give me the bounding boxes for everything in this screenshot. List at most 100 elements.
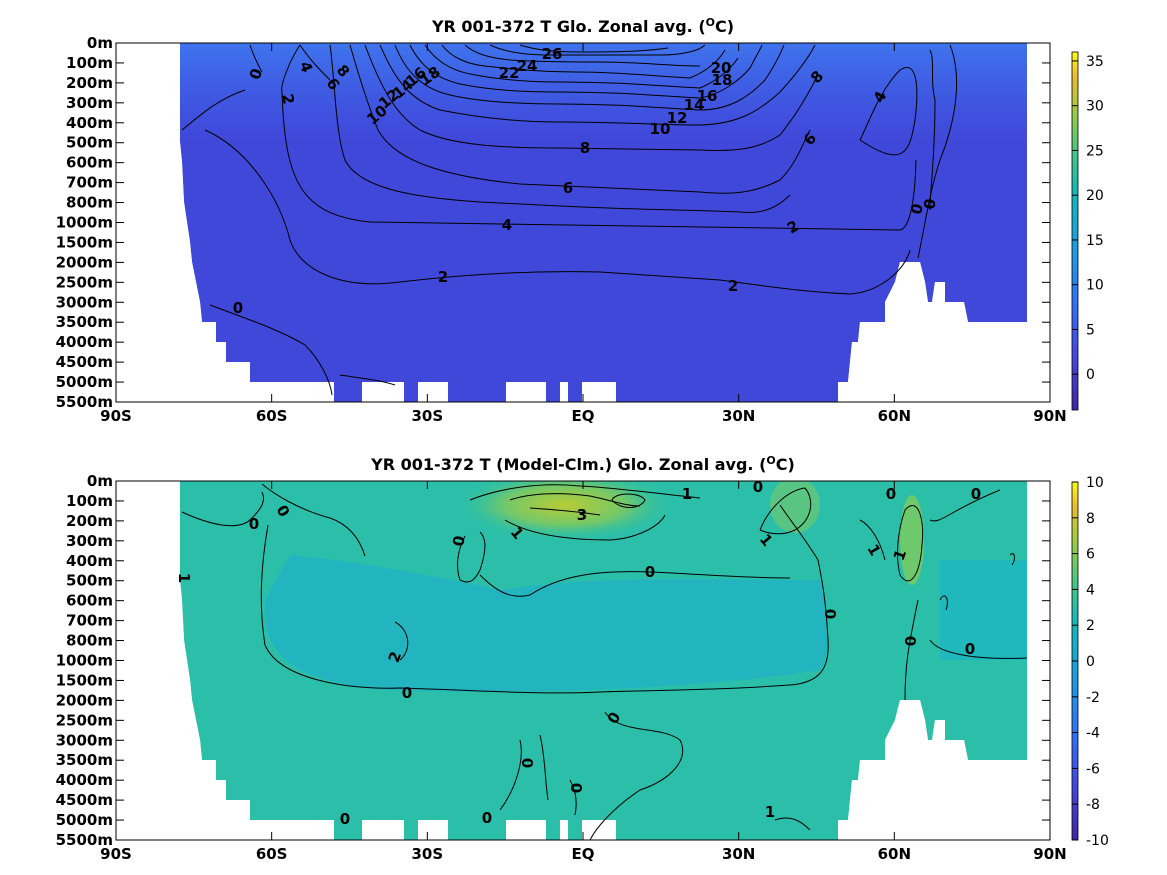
x-tick-label: 90N: [1033, 407, 1066, 425]
contour-label: 14: [684, 96, 705, 114]
top-contour-line: [281, 44, 917, 231]
x-tick-label: 60N: [878, 407, 911, 425]
colorbar-tick-label: 15: [1086, 233, 1104, 249]
top-panel: YR 001-372 T Glo. Zonal avg. (OC): [56, 16, 1104, 425]
top-contour-line: [859, 67, 918, 156]
x-tick-label: 90S: [100, 407, 132, 425]
bottom-contour-line: [469, 484, 701, 501]
bottom-contour-line: [457, 531, 486, 583]
y-tick-label: 600m: [66, 154, 113, 172]
top-ridge-mask-2: [418, 382, 448, 402]
bottom-x-axis: 90S 60S 30S EQ 30N 60N 90N: [100, 481, 1067, 863]
bottom-contour-line: [897, 504, 924, 582]
bottom-antarctica-mask: [116, 481, 334, 840]
bottom-contour-line: [859, 519, 886, 561]
contour-label: 0: [965, 640, 975, 658]
y-tick-label: 700m: [66, 612, 113, 630]
bottom-contour-line: [904, 599, 919, 701]
x-tick-label: 60S: [256, 845, 288, 863]
contour-label: 2: [438, 268, 448, 286]
bottom-contour-line: [611, 493, 646, 508]
contour-label: 10: [650, 120, 671, 138]
bottom-field: [116, 481, 1050, 840]
top-field: [116, 43, 1050, 402]
top-ridge-mask-1: [362, 382, 404, 402]
y-tick-label: 1500m: [56, 671, 113, 689]
colorbar-tick-label: -10: [1086, 833, 1109, 849]
y-tick-label: 0m: [87, 472, 113, 490]
contour-label: 4: [502, 216, 512, 234]
y-tick-label: 2500m: [56, 711, 113, 729]
contour-label: 24: [517, 57, 538, 75]
contour-label: 0: [482, 809, 492, 827]
bottom-ridge-mask-3: [506, 820, 546, 840]
x-tick-label: 30S: [411, 845, 443, 863]
bottom-panel: YR 001-372 T (Model-Clm.) Glo. Zonal avg…: [56, 454, 1109, 863]
y-tick-label: 1500m: [56, 233, 113, 251]
y-tick-label: 5000m: [56, 811, 113, 829]
bottom-contour-line: [261, 483, 366, 557]
bottom-contour-line: [479, 571, 791, 597]
y-tick-label: 4000m: [56, 771, 113, 789]
bottom-contour-line: [1009, 553, 1015, 566]
y-tick-label: 800m: [66, 194, 113, 212]
colorbar-tick-label: -8: [1086, 797, 1100, 813]
top-ridge-mask-5: [582, 382, 616, 402]
top-x-axis: 90S 60S 30S EQ 30N 60N 90N: [100, 43, 1067, 425]
x-tick-label: EQ: [572, 845, 595, 863]
y-tick-label: 1000m: [56, 652, 113, 670]
contour-label: 0: [249, 515, 259, 533]
y-tick-label: 700m: [66, 174, 113, 192]
colorbar-tick-label: -2: [1086, 690, 1100, 706]
y-tick-label: 5000m: [56, 373, 113, 391]
bottom-colorbar-ticks: 10 8 6 4 2 0 -2 -4 -6 -8 -10: [1072, 475, 1109, 849]
bottom-contour-line: [929, 489, 1001, 522]
y-tick-label: 4500m: [56, 353, 113, 371]
contour-label: 0: [233, 299, 243, 317]
y-tick-label: 4500m: [56, 791, 113, 809]
colorbar-tick-label: 4: [1086, 582, 1095, 598]
colorbar-tick-label: 6: [1086, 547, 1095, 563]
contour-label: 22: [499, 64, 520, 82]
x-tick-label: 30N: [722, 845, 755, 863]
y-tick-label: 600m: [66, 592, 113, 610]
contour-label: 0: [645, 563, 655, 581]
bottom-contour-line: [181, 491, 265, 527]
y-tick-label: 300m: [66, 94, 113, 112]
contour-label: 0: [568, 783, 586, 793]
y-tick-label: 400m: [66, 552, 113, 570]
colorbar-tick-label: -6: [1086, 761, 1100, 777]
contour-label: 1: [682, 485, 692, 503]
top-antarctica-mask: [116, 43, 334, 402]
colorbar-tick-label: 10: [1086, 278, 1104, 294]
y-tick-label: 3000m: [56, 731, 113, 749]
top-contour-line: [349, 44, 811, 194]
colorbar-tick-label: 25: [1086, 143, 1104, 159]
top-contour-line: [929, 49, 936, 211]
contour-label: 1: [765, 803, 775, 821]
bottom-cool-interior: [264, 555, 828, 692]
colorbar-tick-label: 35: [1086, 54, 1104, 70]
contour-label: 0: [822, 609, 840, 619]
bottom-contour-line: [589, 711, 684, 840]
bottom-y-axis: 0m100m200m300m400m500m600m700m800m1000m1…: [56, 472, 1050, 849]
colorbar-tick-label: -4: [1086, 726, 1100, 742]
x-tick-label: 30N: [722, 407, 755, 425]
colorbar-tick-label: 8: [1086, 511, 1095, 527]
bottom-contour-line: [569, 779, 577, 816]
y-tick-label: 400m: [66, 114, 113, 132]
bottom-contour-line: [394, 621, 409, 661]
top-contour-line: [209, 304, 333, 396]
contour-label: 0: [886, 485, 896, 503]
contour-label: 20: [711, 59, 732, 77]
top-contour-line: [424, 44, 739, 89]
top-contour-line: [394, 44, 785, 111]
contour-label: 0: [449, 534, 469, 547]
x-tick-label: 60N: [878, 845, 911, 863]
bottom-contour-line: [499, 739, 522, 811]
top-contour-line: [299, 44, 331, 81]
x-tick-label: 60S: [256, 407, 288, 425]
top-colorbar: [1071, 51, 1079, 411]
top-ridge-mask-3: [506, 382, 546, 402]
